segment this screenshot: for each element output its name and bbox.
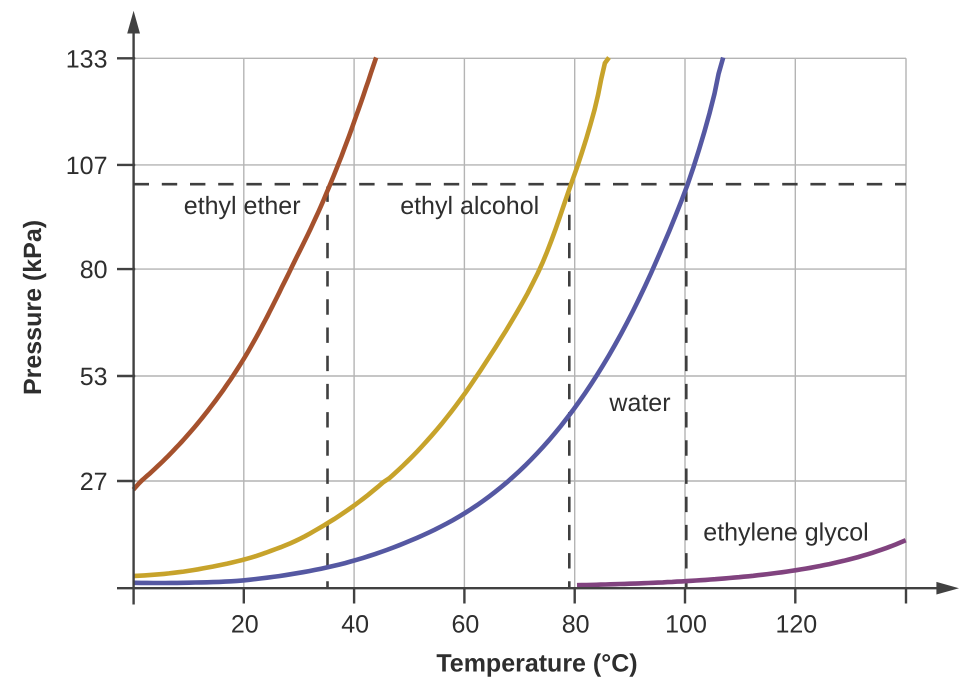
svg-text:40: 40 (341, 610, 369, 638)
svg-text:27: 27 (80, 468, 108, 496)
svg-text:ethylene glycol: ethylene glycol (703, 519, 868, 547)
svg-text:Temperature (°C): Temperature (°C) (436, 649, 637, 677)
svg-text:20: 20 (231, 610, 259, 638)
svg-text:107: 107 (66, 152, 108, 180)
svg-text:ethyl alcohol: ethyl alcohol (400, 192, 539, 220)
svg-text:133: 133 (66, 45, 108, 73)
svg-text:80: 80 (80, 256, 108, 284)
svg-text:Pressure (kPa): Pressure (kPa) (19, 220, 47, 395)
svg-text:80: 80 (562, 610, 590, 638)
svg-text:120: 120 (775, 610, 817, 638)
svg-text:60: 60 (451, 610, 479, 638)
svg-text:53: 53 (80, 363, 108, 391)
svg-text:ethyl ether: ethyl ether (184, 192, 301, 220)
svg-text:water: water (608, 389, 670, 417)
svg-text:100: 100 (665, 610, 707, 638)
